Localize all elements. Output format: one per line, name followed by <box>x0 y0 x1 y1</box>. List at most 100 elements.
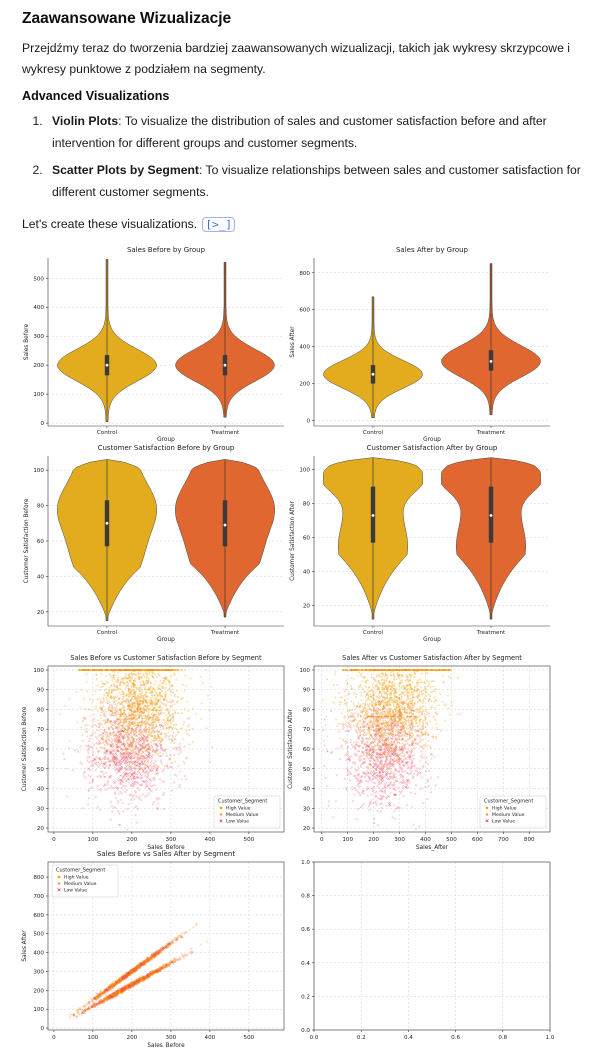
point-medium-value <box>117 761 120 764</box>
point-low-value <box>125 765 128 768</box>
point-high-value <box>142 711 145 714</box>
point-low-value <box>147 743 150 746</box>
point-high-value <box>392 692 395 695</box>
point-medium-value <box>377 724 381 727</box>
point-low-value <box>406 738 410 741</box>
point-medium-value <box>87 774 90 777</box>
point-medium-value <box>187 734 190 737</box>
point-low-value <box>178 785 181 789</box>
point-medium-value <box>106 668 109 671</box>
point-low-value <box>403 764 406 767</box>
point-medium-value <box>402 724 405 727</box>
point-high-value <box>99 686 102 689</box>
point-high-value <box>144 708 147 711</box>
point-low-value <box>109 744 112 747</box>
point-high-value <box>416 684 419 687</box>
point-low-value <box>393 775 396 779</box>
point-medium-value <box>135 734 138 737</box>
point-low-value <box>127 760 131 763</box>
point-medium-value <box>130 707 133 710</box>
point-high-value <box>125 694 128 697</box>
x-tick-label: 0 <box>52 837 56 843</box>
point-high-value <box>144 693 147 696</box>
point-low-value <box>119 747 123 751</box>
point-low-value <box>408 757 411 761</box>
point-high-value <box>133 702 136 705</box>
point-medium-value <box>129 668 132 671</box>
point-medium-value <box>152 668 155 671</box>
point-medium-value <box>123 668 126 671</box>
point-medium-value <box>119 682 122 685</box>
point-low-value <box>101 741 105 745</box>
point-high-value <box>137 705 140 708</box>
point-medium-value <box>133 668 136 671</box>
point-high-value <box>85 668 88 671</box>
point-high-value <box>403 702 406 705</box>
point-medium-value <box>336 724 339 727</box>
point-low-value <box>131 730 134 733</box>
point-low-value <box>394 747 397 750</box>
point-medium-value <box>90 725 93 728</box>
point-high-value <box>382 705 385 708</box>
point-medium-value <box>375 711 378 714</box>
point-medium-value <box>363 728 366 731</box>
point-low-value <box>129 757 132 760</box>
point-medium-value <box>128 745 131 748</box>
point-medium-value <box>389 687 392 690</box>
point-low-value <box>419 771 422 774</box>
point-high-value <box>121 726 124 729</box>
point-low-value <box>147 771 150 775</box>
point-low-value <box>390 737 394 740</box>
point-low-value <box>142 780 145 784</box>
point-low-value <box>106 784 110 787</box>
point-low-value <box>141 738 145 742</box>
point-high-value <box>429 719 432 722</box>
point-low-value <box>332 816 335 819</box>
point-high-value <box>171 699 174 702</box>
point-high-value <box>379 719 382 722</box>
point-low-value <box>398 732 402 735</box>
point-medium-value <box>97 722 100 725</box>
point-medium-value <box>138 767 141 770</box>
point-high-value <box>93 668 96 671</box>
point-medium-value <box>400 760 403 763</box>
section-heading: Zaawansowane Wizualizacje <box>22 10 232 27</box>
point-low-value <box>384 781 388 784</box>
point-low-value <box>378 752 382 755</box>
point-medium-value <box>370 734 373 737</box>
point-high-value <box>140 696 143 699</box>
point-low-value <box>407 778 410 782</box>
point-medium-value <box>371 766 374 769</box>
point-medium-value <box>155 701 158 704</box>
point-high-value <box>131 718 134 721</box>
chart-title: Customer Satisfaction After by Group <box>367 444 498 452</box>
point-medium-value <box>118 668 121 671</box>
point-low-value <box>347 716 350 719</box>
point-medium-value <box>375 719 378 722</box>
point-medium-value <box>374 731 378 734</box>
point-high-value <box>151 668 154 671</box>
point-low-value <box>140 774 143 777</box>
point-high-value <box>131 727 134 730</box>
point-low-value <box>172 781 176 784</box>
point-low-value <box>160 747 164 750</box>
point-medium-value <box>422 704 425 707</box>
point-low-value <box>388 754 392 757</box>
point-medium-value <box>119 732 122 735</box>
point-low-value <box>73 749 77 752</box>
point-high-value <box>392 668 395 671</box>
point-medium-value <box>174 733 178 736</box>
point-high-value <box>148 703 151 706</box>
point-low-value <box>404 769 407 773</box>
point-medium-value <box>391 722 394 725</box>
point-high-value <box>391 701 394 704</box>
point-medium-value <box>148 687 151 690</box>
point-low-value <box>410 805 414 808</box>
point-low-value <box>159 759 163 762</box>
point-high-value <box>134 684 137 687</box>
point-high-value <box>147 670 150 673</box>
point-medium-value <box>387 714 390 717</box>
code-output-icon[interactable]: [>_] <box>202 217 235 232</box>
point-medium-value <box>91 724 94 727</box>
point-high-value <box>87 668 90 671</box>
